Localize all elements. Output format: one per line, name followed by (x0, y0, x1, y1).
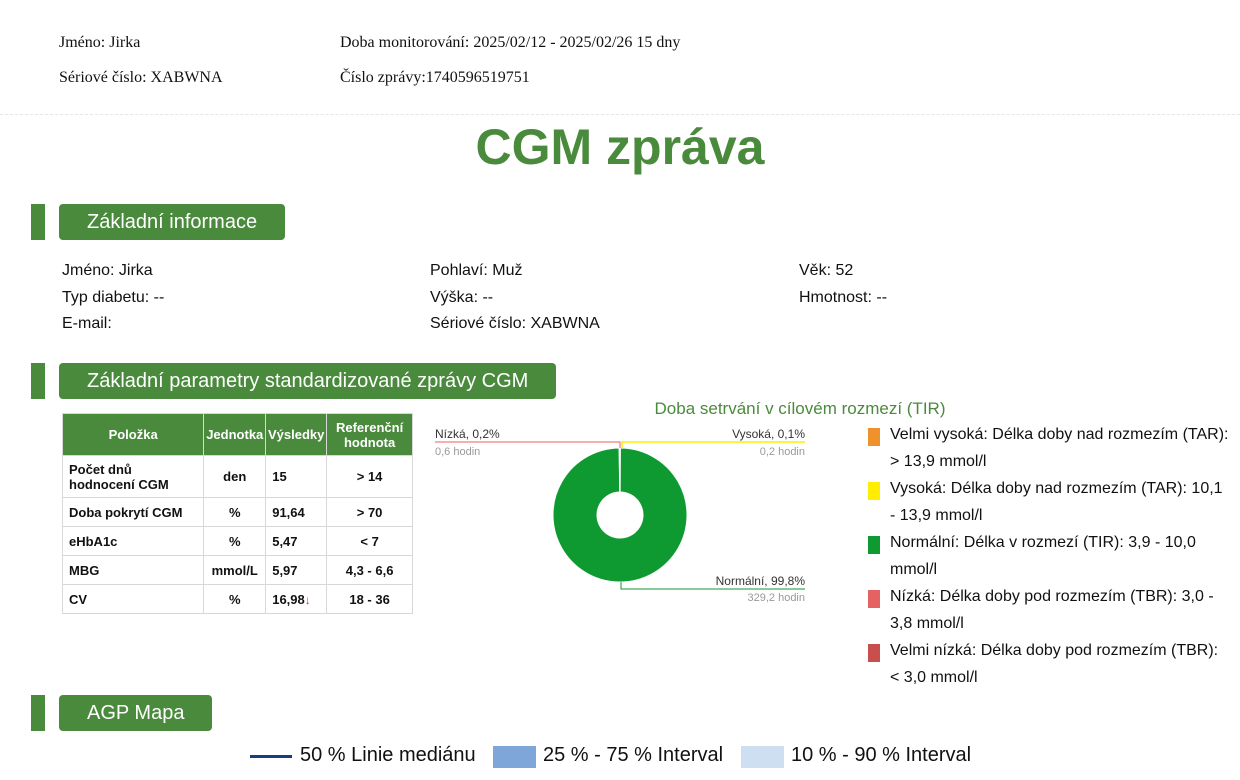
label-low: Nízká, 0,2% (435, 427, 500, 441)
legend-text: Velmi vysoká: Délka doby nad rozmezím (T… (890, 426, 1229, 470)
table-row: eHbA1c % 5,47 < 7 (61, 526, 413, 556)
legend-swatch (868, 590, 880, 608)
legend-text: Nízká: Délka doby pod rozmezím (TBR): 3,… (890, 588, 1214, 632)
info-gender: Pohlaví: Muž (430, 262, 523, 279)
column-header-result: Výsledky (265, 413, 328, 456)
label-high: Vysoká, 0,1% (732, 427, 805, 441)
legend-text: Vysoká: Délka doby nad rozmezím (TAR): 1… (890, 480, 1223, 524)
cell-result: 16,98↓ (265, 584, 328, 614)
cell-reference: 18 - 36 (326, 584, 413, 614)
label-normal: Normální, 99,8% (716, 574, 806, 588)
header-name: Jméno: Jirka (59, 34, 141, 51)
agp-legend-median: 50 % Linie mediánu (300, 744, 476, 766)
cell-unit: % (203, 526, 267, 556)
range-band-swatch (741, 746, 784, 768)
column-header-item: Položka (61, 413, 205, 456)
cell-result: 5,97 (265, 555, 328, 585)
info-diabetes-type: Typ diabetu: -- (62, 289, 165, 306)
header-serial: Sériové číslo: XABWNA (59, 69, 223, 86)
cell-reference: > 70 (326, 497, 413, 527)
legend-text: Normální: Délka v rozmezí (TIR): 3,9 - 1… (890, 534, 1196, 578)
info-serial: Sériové číslo: XABWNA (430, 315, 600, 332)
section-marker (31, 363, 45, 399)
section-basic-info-heading: Základní informace (59, 204, 286, 240)
cell-unit: % (203, 497, 267, 527)
column-header-reference: Referenční hodnota (326, 413, 413, 456)
legend-swatch (868, 482, 880, 500)
median-line-swatch (250, 755, 292, 758)
leader-line-high (621, 441, 805, 448)
agp-legend-range: 10 % - 90 % Interval (791, 744, 972, 766)
table-row: Počet dnů hodnocení CGM den 15 > 14 (61, 455, 413, 498)
tir-chart-title: Doba setrvání v cílovém rozmezí (TIR) (654, 399, 946, 418)
info-name: Jméno: Jirka (62, 262, 153, 279)
header-report-number: Číslo zprávy:1740596519751 (340, 69, 530, 86)
label-high-hours: 0,2 hodin (760, 446, 805, 458)
legend-swatch (868, 536, 880, 554)
cell-item: MBG (61, 555, 205, 585)
cell-item: CV (61, 584, 205, 614)
info-age: Věk: 52 (799, 262, 854, 279)
info-height: Výška: -- (430, 289, 494, 306)
section-marker (31, 695, 45, 731)
legend-swatch (868, 428, 880, 446)
cell-result-value: 16,98 (272, 591, 305, 607)
info-email: E-mail: (62, 315, 112, 332)
agp-legend-iqr: 25 % - 75 % Interval (543, 744, 724, 766)
legend-text: Velmi nízká: Délka doby pod rozmezím (TB… (890, 642, 1219, 686)
label-normal-hours: 329,2 hodin (748, 592, 806, 604)
section-marker (31, 204, 45, 240)
legend-swatch (868, 644, 880, 662)
cell-unit: mmol/L (203, 555, 267, 585)
cell-unit: den (203, 455, 267, 498)
section-agp-heading: AGP Mapa (59, 695, 213, 731)
page-title: CGM zpráva (475, 119, 765, 175)
table-header-row: Položka Jednotka Výsledky Referenční hod… (61, 413, 413, 456)
cell-result: 91,64 (265, 497, 328, 527)
table-row: CV % 16,98↓ 18 - 36 (61, 584, 413, 614)
cell-item: eHbA1c (61, 526, 205, 556)
cell-result: 15 (265, 455, 328, 498)
tir-donut-chart: Nízká, 0,2% 0,6 hodin Vysoká, 0,1% 0,2 h… (435, 427, 806, 604)
info-weight: Hmotnost: -- (799, 289, 888, 306)
donut-slices (552, 447, 688, 583)
cell-reference: > 14 (326, 455, 413, 498)
cell-reference: 4,3 - 6,6 (326, 555, 413, 585)
table-row: MBG mmol/L 5,97 4,3 - 6,6 (61, 555, 413, 585)
section-params-heading: Základní parametry standardizované zpráv… (59, 363, 557, 399)
leader-line-normal (620, 582, 805, 590)
label-low-hours: 0,6 hodin (435, 446, 480, 458)
down-arrow-icon: ↓ (304, 592, 311, 607)
header-divider (0, 114, 1240, 115)
donut-slice-nízká (618, 447, 621, 493)
cell-item: Počet dnů hodnocení CGM (61, 455, 205, 498)
leader-line-low (435, 441, 621, 448)
cell-unit: % (203, 584, 267, 614)
params-table: Položka Jednotka Výsledky Referenční hod… (61, 413, 413, 614)
donut-slice-normální (552, 447, 688, 583)
header-monitoring-period: Doba monitorování: 2025/02/12 - 2025/02/… (340, 34, 681, 51)
column-header-unit: Jednotka (203, 413, 267, 456)
table-row: Doba pokrytí CGM % 91,64 > 70 (61, 497, 413, 527)
cell-reference: < 7 (326, 526, 413, 556)
cell-result: 5,47 (265, 526, 328, 556)
iqr-band-swatch (493, 746, 536, 768)
cell-item: Doba pokrytí CGM (61, 497, 205, 527)
